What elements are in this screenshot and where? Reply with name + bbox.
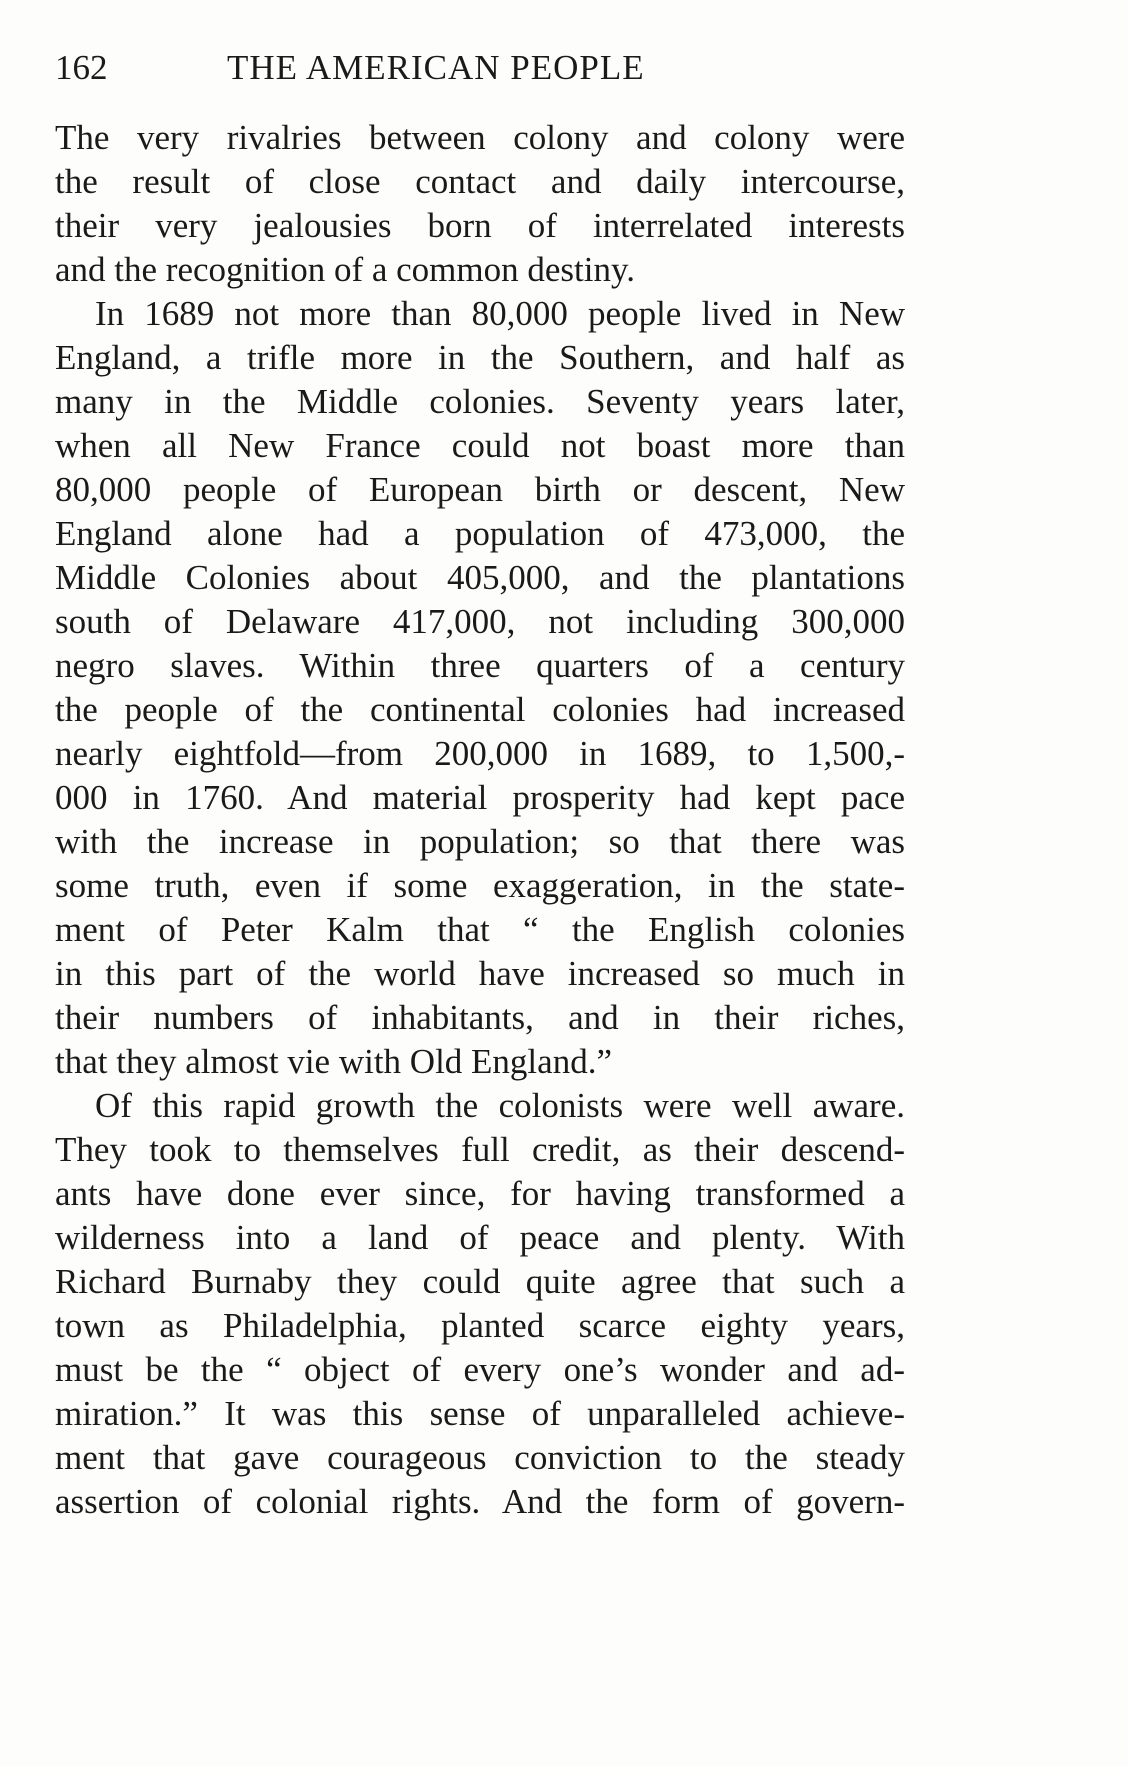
text-line: Middle Colonies about 405,000, and the p… [55, 558, 905, 597]
text-line: ment that gave courageous conviction to … [55, 1438, 905, 1477]
text-line: town as Philadelphia, planted scarce eig… [55, 1306, 905, 1345]
text-line: 000 in 1760. And material prosperity had… [55, 778, 905, 817]
text-line: England alone had a population of 473,00… [55, 514, 905, 553]
text-line: the people of the continental colonies h… [55, 690, 905, 729]
text-line: The very rivalries between colony and co… [55, 118, 905, 157]
text-line: ants have done ever since, for having tr… [55, 1174, 905, 1213]
text-line: their very jealousies born of interrelat… [55, 206, 905, 245]
text-line: Richard Burnaby they could quite agree t… [55, 1262, 905, 1301]
text-line: England, a trifle more in the Southern, … [55, 338, 905, 377]
text-line: In 1689 not more than 80,000 people live… [95, 294, 905, 333]
text-line: They took to themselves full credit, as … [55, 1130, 905, 1169]
text-line: wilderness into a land of peace and plen… [55, 1218, 905, 1257]
text-line: south of Delaware 417,000, not including… [55, 602, 905, 641]
page-number: 162 [55, 48, 108, 87]
text-line: and the recognition of a common destiny. [55, 250, 635, 289]
text-line: with the increase in population; so that… [55, 822, 905, 861]
running-title: THE AMERICAN PEOPLE [227, 48, 645, 87]
body-text: The very rivalries between colony and co… [55, 116, 905, 1524]
text-line: miration.” It was this sense of unparall… [55, 1394, 905, 1433]
text-line: the result of close contact and daily in… [55, 162, 905, 201]
text-line: their numbers of inhabitants, and in the… [55, 998, 905, 1037]
text-line: assertion of colonial rights. And the fo… [55, 1482, 905, 1521]
text-line: 80,000 people of European birth or desce… [55, 470, 905, 509]
text-line: that they almost vie with Old England.” [55, 1042, 612, 1081]
text-line: Of this rapid growth the colonists were … [95, 1086, 905, 1125]
text-line: nearly eightfold—from 200,000 in 1689, t… [55, 734, 905, 773]
text-line: when all New France could not boast more… [55, 426, 905, 465]
text-line: many in the Middle colonies. Seventy yea… [55, 382, 905, 421]
text-line: some truth, even if some exaggeration, i… [55, 866, 905, 905]
text-line: ment of Peter Kalm that “ the English co… [55, 910, 905, 949]
text-line: must be the “ object of every one’s wond… [55, 1350, 905, 1389]
text-line: negro slaves. Within three quarters of a… [55, 646, 905, 685]
running-header: 162 THE AMERICAN PEOPLE [55, 48, 905, 92]
text-line: in this part of the world have increased… [55, 954, 905, 993]
